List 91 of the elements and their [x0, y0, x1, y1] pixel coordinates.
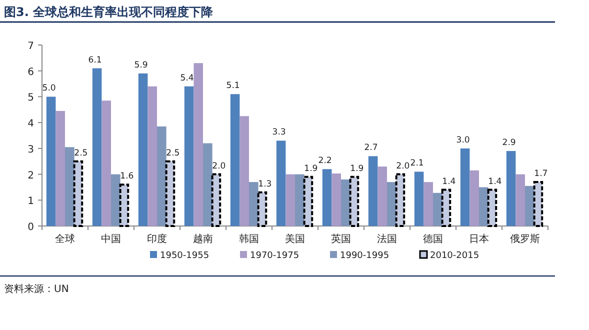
data-label: 2.5 — [166, 148, 180, 158]
bar — [516, 174, 525, 226]
bar — [378, 166, 387, 226]
y-tick-label: 6 — [28, 66, 34, 78]
legend-label: 2010-2015 — [430, 251, 480, 261]
legend-label: 1990-1995 — [340, 251, 390, 261]
data-label: 1.9 — [350, 164, 364, 174]
bar — [276, 140, 286, 226]
x-tick-label: 全球 — [55, 233, 75, 245]
bar — [322, 169, 332, 226]
bar — [65, 147, 74, 226]
bar — [470, 170, 479, 226]
data-label: 6.1 — [88, 55, 102, 66]
x-tick-label: 印度 — [147, 233, 167, 245]
data-label: 1.4 — [488, 176, 502, 187]
bar — [332, 174, 341, 226]
x-tick-label: 韩国 — [239, 233, 259, 245]
data-label: 2.0 — [212, 161, 226, 172]
bar — [433, 192, 442, 226]
chart-title: 图3. 全球总和生育率出现不同程度下降 — [4, 5, 214, 19]
bar — [46, 96, 56, 226]
bar — [119, 184, 130, 227]
x-tick-label: 俄罗斯 — [510, 233, 540, 245]
bar — [441, 188, 452, 227]
bar — [506, 151, 516, 226]
data-label: 2.1 — [410, 158, 424, 169]
bar — [92, 68, 102, 226]
text: 资料来源：UN — [4, 283, 69, 295]
bar — [138, 73, 148, 226]
data-label: 2.9 — [502, 138, 516, 148]
x-tick-label: 法国 — [377, 233, 397, 245]
bar — [424, 182, 433, 226]
data-label: 1.3 — [258, 179, 272, 190]
bar — [102, 100, 111, 226]
data-label: 5.0 — [42, 84, 56, 94]
bar — [349, 176, 360, 227]
y-tick-label: 7 — [28, 41, 34, 52]
data-label: 3.0 — [456, 135, 470, 146]
bar — [240, 116, 249, 226]
x-tick-label: 英国 — [331, 233, 351, 245]
bar — [286, 174, 295, 226]
data-label: 2.5 — [74, 148, 88, 158]
data-label: 2.7 — [364, 143, 378, 154]
bar — [56, 110, 65, 226]
data-label: 2.0 — [396, 161, 410, 172]
bar — [184, 86, 194, 226]
data-label: 1.9 — [304, 164, 318, 174]
bar — [479, 187, 488, 226]
bar — [395, 173, 406, 227]
data-label: 1.7 — [534, 169, 548, 180]
bar — [157, 126, 166, 226]
y-tick-label: 1 — [28, 196, 34, 208]
y-tick-label: 5 — [28, 92, 34, 104]
y-tick-label: 3 — [28, 144, 34, 156]
bar — [487, 188, 498, 227]
bar — [249, 182, 258, 226]
bar — [303, 176, 314, 227]
bar — [387, 182, 396, 226]
data-label: 1.6 — [120, 172, 134, 182]
y-tick-label: 0 — [28, 222, 34, 233]
data-label: 3.3 — [272, 128, 286, 138]
bar — [230, 94, 240, 226]
bar — [203, 143, 212, 226]
bar — [414, 172, 424, 226]
bar — [460, 148, 470, 226]
bar — [525, 186, 534, 226]
bar — [165, 160, 176, 227]
data-label: 5.4 — [180, 73, 194, 84]
y-tick-label: 2 — [28, 170, 34, 182]
bar — [533, 181, 544, 227]
x-tick-label: 中国 — [101, 233, 121, 245]
bar — [257, 191, 268, 227]
data-label: 5.9 — [134, 60, 148, 70]
x-tick-label: 德国 — [423, 234, 443, 245]
bar — [368, 156, 378, 226]
data-label: 5.1 — [226, 81, 240, 92]
bar — [211, 173, 222, 227]
data-label: 2.2 — [318, 156, 332, 166]
data-label: 1.4 — [442, 176, 456, 187]
x-tick-label: 日本 — [469, 233, 489, 245]
legend-label: 1970-1975 — [250, 251, 300, 261]
bar — [194, 63, 203, 226]
x-tick-label: 越南 — [193, 233, 213, 245]
x-tick-label: 美国 — [285, 233, 305, 245]
y-tick-label: 4 — [28, 118, 34, 130]
bar — [341, 179, 350, 226]
bar — [111, 174, 120, 226]
bar — [148, 86, 157, 226]
legend-label: 1950-1955 — [160, 251, 210, 261]
bar — [295, 174, 304, 226]
bar — [73, 160, 84, 227]
